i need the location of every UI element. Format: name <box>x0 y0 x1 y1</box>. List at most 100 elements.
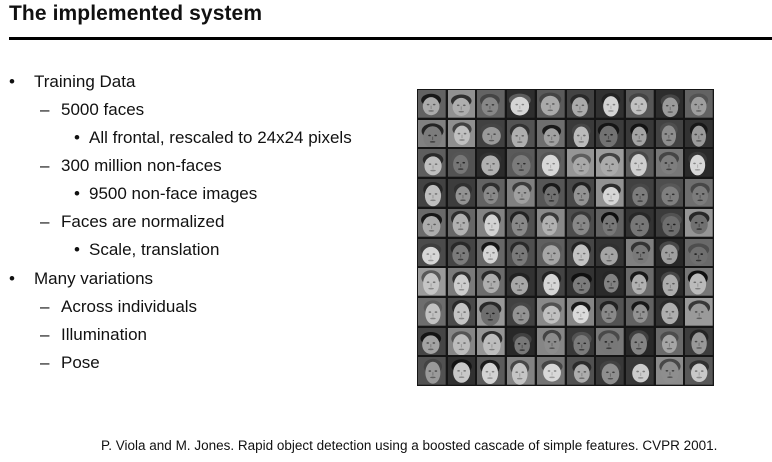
face-thumbnail <box>418 208 446 237</box>
face-thumbnail <box>447 327 476 356</box>
face-thumbnail <box>625 179 654 207</box>
face-thumbnail <box>507 119 535 148</box>
face-thumbnail <box>477 208 506 237</box>
face-thumbnail <box>655 149 684 178</box>
face-thumbnail <box>507 149 535 178</box>
face-thumbnail <box>477 268 506 296</box>
face-thumbnail <box>625 208 654 237</box>
face-thumbnail <box>447 357 476 385</box>
bullet-text: Scale, translation <box>89 240 220 259</box>
face-thumbnail <box>447 149 476 178</box>
face-thumbnail <box>447 268 476 296</box>
bullet-text: Pose <box>61 353 100 372</box>
face-thumbnail <box>536 119 565 148</box>
bullet-marker: – <box>40 100 50 119</box>
face-thumbnail <box>536 149 565 178</box>
face-thumbnail <box>507 268 535 296</box>
face-thumbnail <box>566 238 595 267</box>
face-thumbnail <box>655 297 684 326</box>
title-underline <box>9 37 772 40</box>
bullet-marker: • <box>9 269 15 288</box>
face-thumbnail <box>418 268 446 296</box>
face-thumbnail <box>447 238 476 267</box>
face-thumbnail <box>655 238 684 267</box>
face-thumbnail <box>418 179 446 207</box>
face-thumbnail <box>596 119 624 148</box>
face-thumbnail <box>507 327 535 356</box>
face-thumbnail <box>625 268 654 296</box>
face-thumbnail <box>507 208 535 237</box>
face-thumbnail <box>566 119 595 148</box>
face-thumbnail <box>625 297 654 326</box>
face-thumbnail <box>655 268 684 296</box>
face-thumbnail <box>655 208 684 237</box>
face-thumbnail <box>507 238 535 267</box>
face-thumbnail <box>625 149 654 178</box>
bullet-marker: • <box>9 72 15 91</box>
face-thumbnail <box>596 179 624 207</box>
face-thumbnail <box>625 90 654 118</box>
face-thumbnail <box>566 357 595 385</box>
bullet-marker: – <box>40 156 50 175</box>
face-thumbnail <box>536 238 565 267</box>
face-thumbnail <box>685 327 713 356</box>
face-thumbnail <box>566 90 595 118</box>
face-thumbnail <box>655 90 684 118</box>
face-thumbnail <box>596 297 624 326</box>
face-thumbnail <box>477 119 506 148</box>
face-thumbnail <box>536 90 565 118</box>
face-thumbnail <box>685 90 713 118</box>
bullet-text: 9500 non-face images <box>89 184 258 203</box>
face-thumbnail <box>596 238 624 267</box>
face-thumbnail <box>477 357 506 385</box>
face-thumbnail <box>536 268 565 296</box>
face-dataset-grid <box>417 89 714 386</box>
face-thumbnail <box>536 179 565 207</box>
face-thumbnail <box>655 327 684 356</box>
face-thumbnail <box>418 357 446 385</box>
face-thumbnail <box>507 179 535 207</box>
face-thumbnail <box>477 179 506 207</box>
face-thumbnail <box>477 297 506 326</box>
face-thumbnail <box>596 90 624 118</box>
face-thumbnail <box>447 90 476 118</box>
face-thumbnail <box>418 90 446 118</box>
face-thumbnail <box>418 327 446 356</box>
face-thumbnail <box>596 208 624 237</box>
face-thumbnail <box>566 179 595 207</box>
face-thumbnail <box>418 119 446 148</box>
face-thumbnail <box>596 357 624 385</box>
face-thumbnail <box>507 90 535 118</box>
face-thumbnail <box>447 208 476 237</box>
face-thumbnail <box>685 149 713 178</box>
face-thumbnail <box>685 208 713 237</box>
bullet-text: All frontal, rescaled to 24x24 pixels <box>89 128 352 147</box>
face-thumbnail <box>536 208 565 237</box>
bullet-text: Training Data <box>34 72 136 91</box>
face-thumbnail <box>685 179 713 207</box>
face-thumbnail <box>655 119 684 148</box>
bullet-marker: – <box>40 325 50 344</box>
face-thumbnail <box>596 327 624 356</box>
face-thumbnail <box>685 119 713 148</box>
face-thumbnail <box>477 327 506 356</box>
face-thumbnail <box>447 179 476 207</box>
face-thumbnail <box>507 297 535 326</box>
face-thumbnail <box>685 238 713 267</box>
face-thumbnail <box>596 149 624 178</box>
face-thumbnail <box>477 149 506 178</box>
bullet-text: Faces are normalized <box>61 212 225 231</box>
face-thumbnail <box>625 327 654 356</box>
face-thumbnail <box>566 327 595 356</box>
face-thumbnail <box>418 149 446 178</box>
face-thumbnail <box>566 268 595 296</box>
bullet-marker: • <box>74 240 80 259</box>
citation: P. Viola and M. Jones. Rapid object dete… <box>101 438 718 453</box>
bullet-marker: – <box>40 353 50 372</box>
face-thumbnail <box>536 297 565 326</box>
bullet-text: Across individuals <box>61 297 198 316</box>
face-thumbnail <box>536 357 565 385</box>
face-thumbnail <box>536 327 565 356</box>
face-thumbnail <box>625 119 654 148</box>
face-thumbnail <box>685 268 713 296</box>
